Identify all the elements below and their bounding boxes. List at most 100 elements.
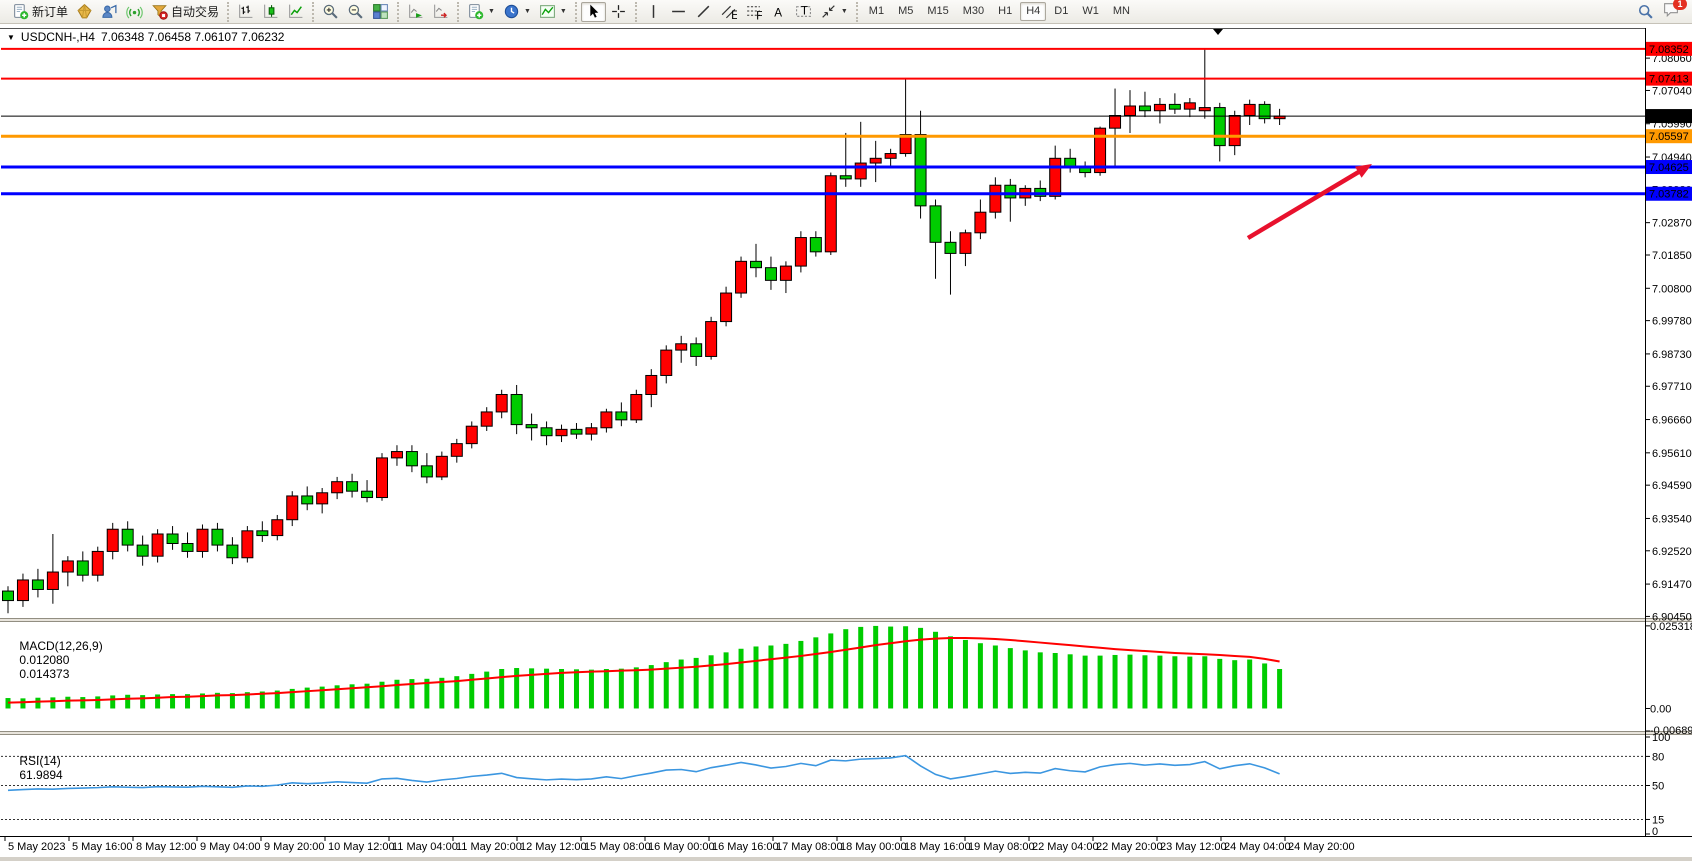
text-label-button[interactable]: T: [791, 2, 816, 22]
candle-bearish: [510, 393, 523, 426]
bar-chart-button[interactable]: [233, 2, 258, 22]
tile-windows-button[interactable]: [368, 2, 393, 22]
text-button[interactable]: A: [766, 2, 791, 22]
cursor-button[interactable]: [580, 1, 606, 22]
timeframe-h1[interactable]: H1: [998, 5, 1013, 17]
macd-histogram-bar: [214, 692, 220, 709]
timeframe-m5[interactable]: M5: [898, 5, 914, 17]
time-axis-label: 18 May 16:00: [904, 841, 971, 853]
candle-bearish: [76, 560, 89, 576]
timeframe-m1[interactable]: M1: [868, 5, 885, 17]
macd-histogram-bar: [888, 626, 894, 709]
signals-button[interactable]: [122, 2, 147, 22]
time-axis-label: 5 May 16:00: [72, 841, 133, 853]
candlestick-chart-button[interactable]: [258, 2, 283, 22]
market-button[interactable]: [72, 2, 97, 22]
macd-histogram-bar: [962, 639, 968, 709]
notifications-button[interactable]: 1: [1662, 0, 1687, 23]
macd-histogram-bar: [469, 673, 475, 709]
market-icon: [77, 3, 92, 19]
timeframe-m30[interactable]: M30: [962, 5, 985, 17]
macd-histogram-bar: [648, 665, 654, 709]
new-chart-button[interactable]: ▼: [463, 2, 499, 22]
candle-bearish: [256, 530, 269, 537]
macd-histogram-bar: [828, 633, 834, 709]
macd-histogram-bar: [813, 637, 819, 709]
candle-bullish: [316, 492, 329, 505]
pane-splitter[interactable]: [0, 618, 1692, 622]
auto-trading-button[interactable]: 自动交易: [147, 2, 223, 22]
timeframe-d1[interactable]: D1: [1054, 5, 1069, 17]
community-icon: [102, 4, 117, 18]
text-label-icon: T: [795, 5, 811, 18]
chart-shift-marker[interactable]: [1213, 29, 1223, 35]
svg-text:F: F: [756, 9, 762, 20]
macd-histogram-bar: [394, 679, 400, 709]
price-tick-label: 6.96660: [1652, 415, 1692, 427]
candle-bearish: [1138, 105, 1151, 112]
candle-bullish: [675, 343, 688, 351]
cursor-icon: [590, 4, 599, 18]
timeframe-h4[interactable]: H4: [1020, 2, 1047, 21]
rsi-name: RSI(14): [19, 754, 61, 768]
timeframe-mn[interactable]: MN: [1112, 5, 1130, 17]
zoom-out-button[interactable]: [343, 2, 368, 22]
pane-splitter[interactable]: [0, 731, 1692, 735]
candle-bullish: [286, 495, 299, 521]
candle-bearish: [1213, 107, 1226, 147]
candle-bullish: [271, 519, 284, 537]
time-axis-label: 19 May 08:00: [968, 841, 1035, 853]
time-axis-label: 11 May 04:00: [392, 841, 458, 853]
macd-histogram-bar: [1262, 663, 1268, 709]
auto-scroll-button[interactable]: [403, 2, 428, 22]
time-axis-label: 24 May 20:00: [1288, 841, 1355, 853]
new-order-button[interactable]: 新订单: [8, 2, 72, 22]
time-axis-label: 8 May 12:00: [136, 841, 197, 853]
line-chart-button[interactable]: [283, 2, 308, 22]
price-tick-label: 6.95610: [1652, 448, 1692, 460]
fibonacci-button[interactable]: F: [741, 2, 766, 22]
macd-histogram-bar: [933, 631, 939, 709]
time-axis-label: 5 May 2023: [8, 841, 65, 853]
arrows-button[interactable]: ▼: [816, 2, 852, 22]
candle-bullish: [555, 428, 568, 437]
macd-histogram-bar: [1157, 655, 1163, 709]
chart-window[interactable]: 7.080607.070407.059907.049407.039207.028…: [0, 24, 1692, 861]
chart-canvas[interactable]: 7.080607.070407.059907.049407.039207.028…: [0, 24, 1692, 861]
indicators-icon: [539, 5, 555, 18]
timeframe-w1[interactable]: W1: [1082, 5, 1099, 17]
macd-main-value: 0.012080: [19, 653, 70, 667]
macd-histogram-bar: [918, 627, 924, 709]
zoom-in-button[interactable]: [318, 2, 343, 22]
candle-bearish: [2, 590, 14, 602]
trendline-button[interactable]: [691, 2, 716, 22]
candle-bearish: [540, 427, 553, 437]
chart-shift-button[interactable]: [428, 2, 453, 22]
macd-histogram-bar: [80, 697, 86, 709]
search-icon[interactable]: [1637, 3, 1654, 20]
price-tick-label: 6.94590: [1652, 480, 1692, 492]
macd-histogram-bar: [5, 698, 11, 709]
community-button[interactable]: [97, 2, 122, 22]
timeframe-m15[interactable]: M15: [927, 5, 949, 17]
macd-histogram-bar: [304, 687, 310, 709]
trend-arrow-head[interactable]: [1354, 164, 1372, 178]
vertical-line-button[interactable]: [641, 2, 666, 22]
trend-arrow-object[interactable]: [1246, 168, 1362, 240]
candle-bearish: [226, 544, 239, 559]
indicators-button[interactable]: ▼: [535, 2, 571, 22]
macd-histogram-bar: [334, 685, 340, 709]
symbol-dropdown-icon[interactable]: ▼: [7, 32, 15, 42]
periods-button[interactable]: ▼: [499, 2, 535, 22]
equidistant-channel-button[interactable]: E: [716, 2, 741, 22]
candle-bullish: [1153, 103, 1166, 112]
horizontal-line-button[interactable]: [666, 2, 691, 22]
candle-bullish: [869, 157, 882, 164]
crosshair-button[interactable]: [606, 2, 631, 22]
macd-histogram-bar: [693, 657, 699, 709]
price-tick-label: 7.08060: [1652, 53, 1692, 65]
macd-histogram-bar: [1067, 654, 1073, 709]
candle-bearish: [809, 237, 822, 253]
macd-histogram-bar: [155, 694, 161, 709]
macd-histogram-bar: [499, 668, 505, 709]
